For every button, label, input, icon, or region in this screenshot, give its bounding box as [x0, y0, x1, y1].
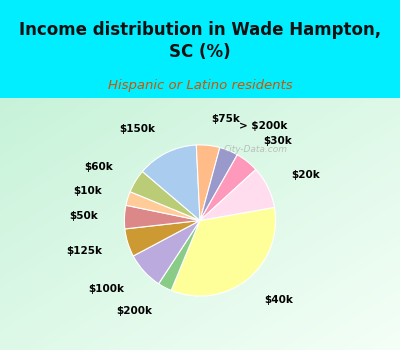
- Wedge shape: [200, 148, 237, 220]
- Text: Hispanic or Latino residents: Hispanic or Latino residents: [108, 79, 292, 92]
- Wedge shape: [133, 220, 200, 284]
- Text: $40k: $40k: [264, 295, 293, 305]
- Text: $125k: $125k: [66, 246, 102, 256]
- Text: $30k: $30k: [264, 136, 292, 146]
- Wedge shape: [159, 220, 200, 290]
- Text: $60k: $60k: [84, 162, 113, 172]
- Text: Income distribution in Wade Hampton,
SC (%): Income distribution in Wade Hampton, SC …: [19, 21, 381, 61]
- Wedge shape: [171, 207, 276, 296]
- Wedge shape: [196, 145, 220, 220]
- Text: $100k: $100k: [89, 284, 125, 294]
- Text: $50k: $50k: [69, 211, 98, 221]
- Wedge shape: [200, 155, 256, 220]
- Wedge shape: [125, 220, 200, 256]
- Wedge shape: [142, 145, 200, 220]
- Wedge shape: [126, 192, 200, 220]
- Text: $150k: $150k: [119, 124, 155, 134]
- Wedge shape: [130, 172, 200, 220]
- Text: $20k: $20k: [292, 170, 320, 181]
- Wedge shape: [124, 205, 200, 229]
- Text: City-Data.com: City-Data.com: [224, 146, 288, 154]
- Text: $200k: $200k: [116, 306, 152, 316]
- Text: $10k: $10k: [74, 186, 102, 196]
- Wedge shape: [200, 169, 274, 220]
- Text: > $200k: > $200k: [239, 121, 287, 131]
- Text: $75k: $75k: [211, 114, 240, 124]
